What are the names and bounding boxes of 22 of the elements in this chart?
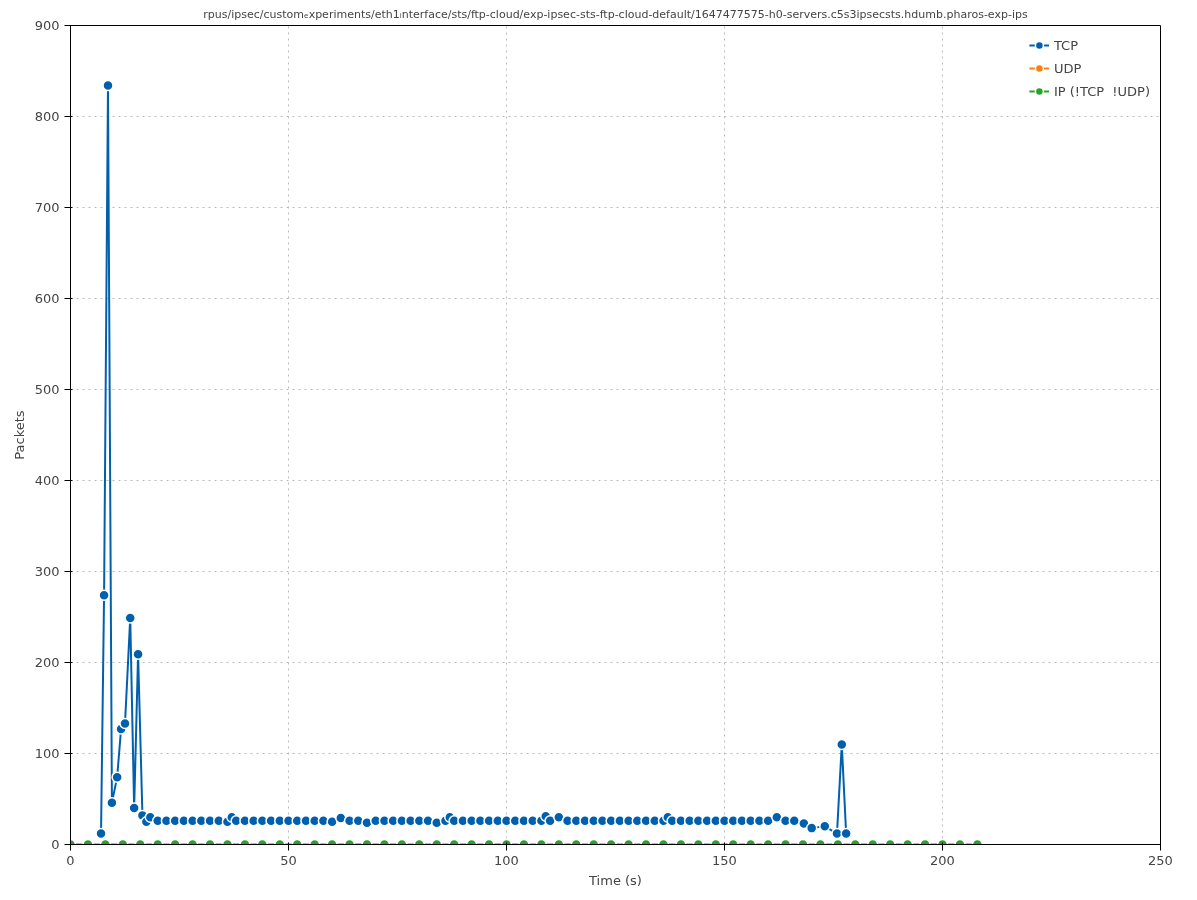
y-tick-label: 500 bbox=[34, 382, 60, 397]
chart-title: rpus/ipsec/customₑxperiments/eth1ᵢnterface/sts/ftp-cloud/exp-ipsec-sts-ftp-cloud-default/1647477575-h0-servers.c5s3ipsecsts.hdumb.pharos-exp-ips bbox=[203, 7, 1028, 21]
x-tick-label: 200 bbox=[930, 852, 955, 868]
legend-label: IP (!TCP !UDP) bbox=[1053, 83, 1150, 99]
x-axis-title: Time (s) bbox=[588, 872, 642, 888]
x-tick-label: 100 bbox=[494, 852, 519, 868]
x-tick-label: 50 bbox=[280, 852, 297, 868]
y-tick-label: 600 bbox=[34, 291, 60, 306]
y-axis-title: Packets bbox=[11, 410, 27, 460]
legend-label: UDP bbox=[1053, 60, 1082, 76]
y-tick-label: 700 bbox=[34, 200, 60, 215]
legend-label: TCP bbox=[1053, 37, 1078, 53]
y-tick-label: 800 bbox=[34, 109, 60, 124]
y-tick-label: 900 bbox=[34, 18, 60, 33]
x-tick-label: 0 bbox=[66, 852, 75, 868]
y-tick-label: 100 bbox=[34, 746, 60, 761]
y-tick-label: 200 bbox=[34, 655, 60, 670]
y-tick-label: 0 bbox=[51, 837, 60, 852]
y-tick-label: 300 bbox=[34, 564, 60, 579]
x-tick-label: 250 bbox=[1148, 852, 1173, 868]
x-tick-label: 150 bbox=[712, 852, 737, 868]
y-tick-label: 400 bbox=[34, 473, 60, 488]
